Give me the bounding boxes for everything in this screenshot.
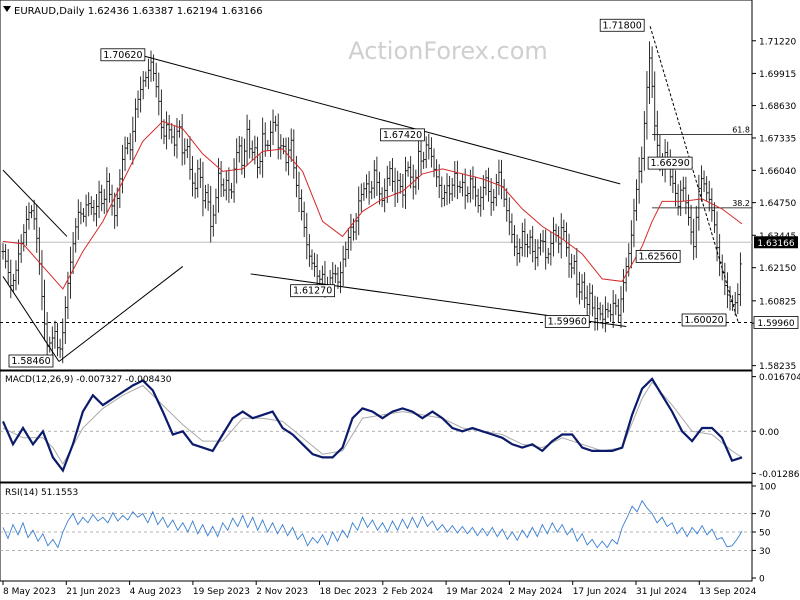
rsi-layer (0, 499, 752, 551)
support-price-tag-text: 1.59960 (757, 319, 794, 329)
trendline (142, 55, 621, 185)
price-label-text: 1.61270 (293, 286, 332, 297)
price-label-box (681, 313, 727, 327)
price-label-text: 1.60020 (684, 315, 723, 326)
price-label-box (380, 128, 425, 142)
macd-signal-line (2, 381, 743, 465)
rsi-axis-tick-label: 50 (759, 529, 771, 539)
price-label-text: 1.71800 (603, 20, 642, 31)
price-label-box (599, 18, 645, 32)
support-price-tag (753, 316, 799, 329)
x-axis-tick-label: 8 May 2023 (3, 587, 56, 597)
macd-line (1, 377, 743, 473)
price-label-text: 1.62560 (638, 251, 677, 262)
y-axis-tick-label: 1.69915 (759, 70, 796, 80)
price-label-text: 1.66290 (650, 158, 689, 169)
x-axis-tick-label: 18 Dec 2023 (320, 587, 378, 597)
price-label-box (290, 284, 336, 298)
macd-panel-frame (0, 370, 753, 483)
chart-header-text: EURAUD,Daily 1.62436 1.63387 1.62194 1.6… (14, 6, 263, 17)
price-label-text: 1.67420 (383, 130, 422, 141)
rsi-panel-frame (0, 482, 753, 582)
rsi-axis-tick-label: 30 (759, 547, 771, 557)
price-label-box (8, 354, 54, 368)
price-label-box (635, 250, 681, 263)
x-axis-tick-label: 19 Mar 2024 (446, 587, 503, 597)
fib-level-label: 61.8 (732, 126, 750, 135)
x-axis-tick-label: 19 Sep 2023 (193, 587, 250, 597)
x-axis-tick-label: 2 May 2024 (509, 587, 562, 597)
watermark: ActionForex.com (348, 37, 548, 65)
fib-level-label: 38.2 (732, 199, 750, 208)
macd-axis-tick-label: 0.016704 (759, 373, 800, 383)
y-axis-tick-label: 1.68630 (759, 102, 796, 112)
y-axis-tick-label: 1.71220 (759, 37, 796, 47)
x-axis-tick-label: 4 Aug 2023 (130, 587, 182, 597)
price-label-text: 1.58460 (11, 356, 50, 367)
trendline (649, 26, 739, 322)
macd-header: MACD(12,26,9) -0.007327 -0.008430 (5, 375, 172, 385)
axis-layer: 1.71220 1.69915 1.68630 1.67335 1.66040 1.647… (2, 37, 800, 597)
price-label-box (647, 156, 693, 170)
current-price-tag-text: 1.63166 (757, 239, 794, 249)
price-label-text: 1.70620 (103, 50, 142, 61)
price-label-box (100, 48, 146, 62)
macd-axis-tick-label: 0.00 (759, 428, 779, 438)
y-axis-tick-label: 1.66040 (759, 167, 796, 177)
price-label-text: 1.59960 (548, 316, 587, 327)
price-label-box (544, 315, 590, 328)
rsi-axis-tick-label: 70 (759, 510, 771, 520)
x-axis-tick-label: 13 Sep 2024 (699, 587, 756, 597)
trendline (2, 169, 68, 237)
y-axis-tick-label: 1.58235 (759, 362, 796, 372)
price-panel-frame (0, 0, 753, 371)
x-axis-tick-label: 31 Jul 2024 (636, 587, 687, 597)
rsi-line (2, 499, 743, 549)
chart-header: EURAUD,Daily 1.62436 1.63387 1.62194 1.6… (3, 6, 263, 17)
x-axis-tick-label: 17 Jun 2024 (573, 587, 627, 597)
price-layer: 61.8 38.2 1.70620 1.71800 1.67420 1.66290 1.62… (0, 18, 752, 368)
x-axis-tick-label: 21 Jun 2023 (66, 587, 120, 597)
y-axis-tick-label: 1.60825 (759, 297, 796, 307)
rsi-axis-tick-label: 100 (759, 483, 776, 493)
macd-axis-tick-label: -0.012869 (759, 470, 800, 480)
trendline (58, 266, 184, 362)
y-axis-tick-label: 1.67335 (759, 134, 796, 144)
rsi-header: RSI(14) 51.1553 (5, 488, 78, 498)
rsi-axis-tick-label: 0 (759, 575, 765, 585)
x-axis-tick-label: 2 Nov 2023 (256, 587, 308, 597)
collapse-triangle-icon (3, 6, 11, 12)
macd-layer (0, 377, 752, 473)
trendline (2, 276, 60, 362)
current-price-tag (754, 236, 798, 249)
moving-average-line (2, 120, 743, 290)
y-axis-tick-label: 1.62150 (759, 264, 796, 274)
y-axis-tick-label: 1.64750 (759, 199, 796, 209)
x-axis-tick-label: 2 Feb 2024 (383, 587, 434, 597)
